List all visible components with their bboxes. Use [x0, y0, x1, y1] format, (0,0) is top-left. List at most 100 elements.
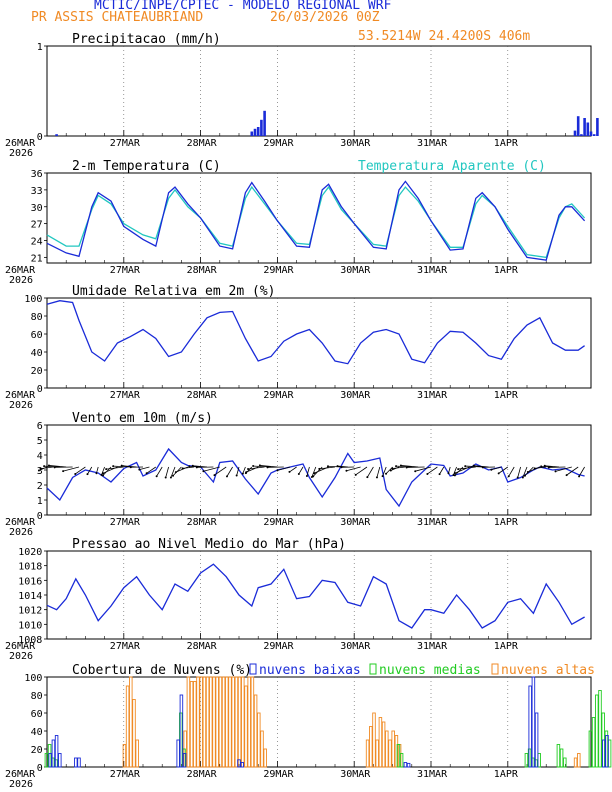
wind-vector — [400, 465, 419, 468]
wind-vector — [439, 466, 445, 475]
wind-vector-head — [252, 465, 255, 468]
y-tick-label: 80 — [31, 691, 43, 702]
wind-vector-head — [164, 476, 167, 479]
cloud-low-bar — [176, 739, 180, 768]
wind-vector — [566, 466, 579, 476]
x-tick-label: 26MAR — [5, 769, 36, 780]
wind-vector-head — [145, 472, 148, 475]
cloud-low-bar — [74, 757, 78, 768]
wind-vector-head — [481, 466, 484, 469]
wind-vector-head — [454, 472, 457, 475]
location-label: PR ASSIS CHATEAUBRIAND — [31, 10, 204, 25]
wind-vector-head — [266, 466, 269, 469]
wind-vector-head — [74, 472, 77, 475]
x-tick-label: 31MAR — [417, 265, 448, 276]
wind-vector-head — [95, 472, 98, 475]
wind-vector-head — [129, 466, 132, 469]
wind-vector-head — [245, 471, 248, 474]
wind-vector — [44, 465, 60, 468]
wind-vector-head — [102, 472, 105, 475]
wind-vector — [259, 465, 278, 468]
precip-bar — [573, 130, 577, 136]
x-tick-label: 27MAR — [110, 390, 141, 401]
cloud-low-bar — [48, 753, 52, 768]
x-tick-label: 27MAR — [110, 517, 141, 528]
apparent-temp-legend: Temperatura Aparente (C) — [358, 159, 546, 174]
wind-vector — [306, 466, 310, 477]
x-year-label: 2026 — [9, 651, 33, 662]
x-tick-label: 28MAR — [187, 769, 218, 780]
wind-vector-head — [345, 469, 348, 472]
cloud-high-bar — [209, 676, 213, 768]
wind-vector-head — [172, 474, 175, 477]
cloud-high-bar — [573, 757, 578, 768]
wind-vector-head — [540, 465, 543, 468]
wind-vector — [40, 466, 54, 469]
cloud-high-bar — [365, 739, 370, 768]
y-tick-label: 3 — [37, 466, 43, 477]
y-tick-label: 0 — [37, 511, 43, 522]
y-tick-label: 2 — [37, 481, 43, 492]
wind-vector-head — [241, 472, 244, 475]
x-tick-label: 1APR — [494, 641, 519, 652]
cloud-mid-bar — [396, 744, 401, 768]
cloud-mid-bar — [524, 753, 529, 768]
wind-vector-head — [155, 475, 158, 478]
wind-vector — [192, 465, 208, 468]
y-tick-label: 1 — [37, 496, 43, 507]
cloud-high-bar — [189, 681, 194, 768]
x-tick-label: 29MAR — [263, 390, 294, 401]
cloud-high-bar — [193, 681, 197, 768]
wind-vector — [453, 466, 457, 476]
precip-bar — [592, 134, 596, 136]
cloud-mid-bar — [591, 717, 596, 768]
wind-vector — [491, 466, 502, 471]
wind-vector — [578, 466, 585, 477]
wind-vector — [385, 466, 393, 475]
wind-vector — [248, 466, 265, 470]
wind-vector — [541, 465, 553, 468]
wind-vector — [458, 466, 476, 470]
cloud-high-bar — [221, 676, 226, 768]
x-tick-label: 31MAR — [417, 390, 448, 401]
wind-vector-head — [472, 464, 475, 467]
wind-vector — [396, 465, 412, 468]
panel-frame — [46, 550, 592, 640]
cloud-low-bar — [51, 739, 56, 768]
cloud-mid-bar — [595, 694, 599, 768]
y-tick-label: 100 — [24, 294, 42, 305]
x-year-label: 2026 — [9, 148, 33, 159]
precip-bar — [576, 116, 580, 136]
precip-bar — [580, 134, 583, 136]
wind-vector-head — [438, 473, 441, 476]
panel-title: Precipitacao (mm/h) — [72, 32, 221, 47]
cloud-high-bar — [241, 676, 245, 768]
wind-vector-head — [169, 476, 172, 479]
cloud-high-bar — [234, 676, 239, 768]
cloud-high-bar — [378, 717, 383, 768]
y-tick-label: 1010 — [18, 620, 42, 631]
x-tick-label: 29MAR — [263, 769, 294, 780]
y-tick-label: 60 — [31, 330, 43, 341]
wind-vector-head — [202, 470, 205, 473]
y-tick-label: 60 — [31, 709, 43, 720]
cloud-high-bar — [202, 676, 207, 768]
panel-title: Vento em 10m (m/s) — [72, 411, 213, 426]
wind-vector-head — [490, 468, 493, 471]
cloud-low-bar — [605, 735, 609, 768]
y-tick-label: 80 — [31, 312, 43, 323]
cloud-low-bar — [528, 685, 532, 768]
cloud-low-bar — [240, 762, 244, 768]
wind-vector-head — [391, 467, 394, 470]
cloud-high-bar — [129, 676, 133, 768]
wind-vector-head — [565, 474, 568, 477]
wind-vector-head — [305, 474, 308, 477]
cloud-high-bar — [388, 739, 392, 768]
wind-vector — [298, 466, 304, 475]
cloud-high-bar — [375, 739, 379, 768]
wind-vector-head — [547, 466, 550, 469]
wind-vector-head — [174, 471, 177, 474]
x-tick-label: 30MAR — [340, 641, 371, 652]
y-tick-label: 1016 — [18, 576, 42, 587]
precip-bar — [596, 118, 599, 136]
